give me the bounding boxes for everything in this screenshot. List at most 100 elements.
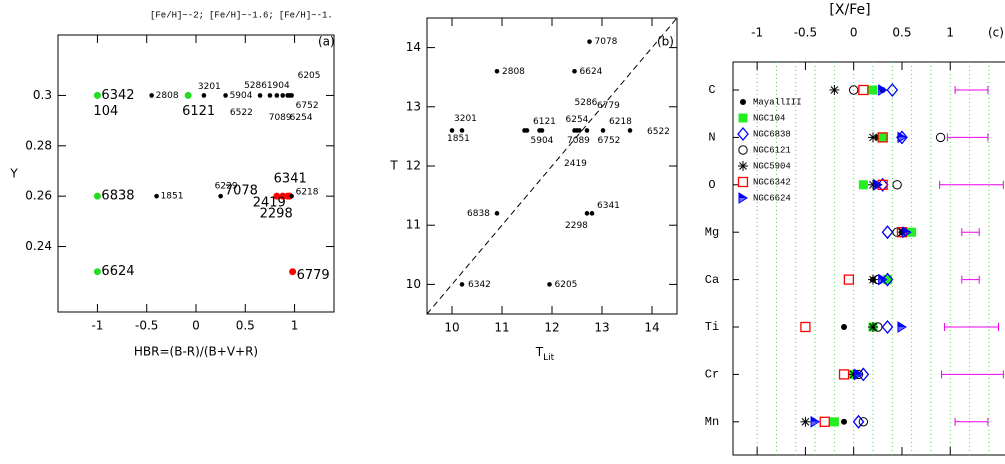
marker (737, 176, 749, 188)
y-tick-label: Ca (705, 273, 719, 287)
error-bar (939, 180, 1004, 189)
marker-part (869, 275, 877, 284)
point-label: 6205 (555, 280, 578, 290)
point-label: 1851 (447, 134, 470, 144)
marker (878, 132, 888, 142)
legend-label: [Fe/H]~-2; (150, 10, 204, 20)
x-tick-label: 0 (192, 319, 200, 333)
point-label: 5286 (575, 98, 598, 108)
point-label: 6752 (598, 136, 621, 146)
marker (892, 180, 902, 190)
point-label: 5904 (531, 136, 554, 146)
marker (829, 85, 840, 95)
y-tick-label: 0.3 (33, 88, 52, 102)
point (257, 93, 263, 98)
point-label: 6254 (290, 113, 313, 123)
point (627, 128, 633, 133)
y-tick-label: 10 (406, 277, 421, 291)
x-tick-label: 13 (594, 321, 609, 335)
marker-part (897, 132, 906, 138)
error-bar (954, 417, 989, 426)
marker (868, 322, 878, 332)
marker-part (841, 418, 848, 425)
point-label: 104 (93, 104, 118, 119)
marker-part (869, 323, 877, 331)
marker-part (811, 421, 820, 427)
marker (935, 132, 946, 143)
marker (841, 418, 848, 425)
marker (740, 99, 746, 105)
point-label: 5286 (244, 81, 267, 91)
point (93, 268, 101, 276)
marker-part (801, 417, 810, 426)
marker (881, 319, 894, 335)
marker (737, 126, 749, 142)
marker (738, 113, 748, 123)
point (584, 128, 590, 133)
point (201, 93, 207, 98)
y-tick-label: 0.24 (25, 239, 52, 253)
marker-part (800, 321, 811, 333)
point (279, 192, 287, 200)
marker-part (881, 319, 894, 335)
marker (841, 324, 848, 330)
x-tick-label: -1 (91, 319, 103, 333)
point (218, 193, 223, 199)
point-label: 6624 (101, 264, 134, 279)
marker (819, 416, 830, 427)
point-label: 2808 (156, 91, 179, 101)
marker (873, 178, 883, 191)
point (223, 93, 228, 98)
point-label: 2298 (565, 221, 588, 231)
point-label: 6341 (597, 201, 620, 211)
legend-label: NGC104 (753, 113, 785, 123)
marker-part (878, 279, 887, 285)
marker-part (858, 180, 868, 190)
y-tick-label: O (708, 178, 715, 192)
y-tick-label: 13 (406, 99, 421, 113)
x-tick-label: 10 (444, 321, 459, 335)
y-axis-label: T (389, 159, 398, 173)
x-tick-label: 1 (291, 319, 299, 333)
marker (852, 414, 865, 429)
point-label: 6342 (101, 88, 134, 103)
marker (829, 417, 839, 427)
x-tick-label: 0 (850, 26, 858, 40)
marker-part (897, 327, 906, 332)
marker-part (858, 84, 869, 96)
point (274, 93, 280, 98)
error-bar (943, 323, 1000, 331)
point (587, 39, 592, 44)
point-label: 6624 (580, 67, 603, 77)
marker (868, 85, 878, 95)
marker (854, 368, 864, 381)
point (572, 68, 577, 74)
marker-part (886, 82, 899, 98)
marker-part (739, 193, 747, 198)
marker (897, 131, 907, 144)
error-bar (961, 275, 980, 284)
point-label: 6341 (274, 172, 307, 187)
legend-label: NGC6838 (753, 129, 791, 139)
marker-part (738, 113, 748, 123)
marker-part (737, 176, 749, 188)
point (285, 93, 290, 98)
x-tick-label: 11 (494, 321, 509, 335)
marker-part (854, 369, 863, 375)
legend-label: NGC6121 (753, 145, 791, 155)
marker (858, 417, 869, 427)
y-tick-label: Ti (705, 320, 719, 334)
y-tick-label: 0.26 (25, 189, 52, 203)
marker (877, 132, 888, 143)
marker-part (739, 198, 747, 203)
point (273, 192, 281, 200)
marker-part (848, 85, 859, 95)
legend-label: [Fe/H]~-1. (279, 10, 333, 20)
point-label: 2808 (502, 67, 525, 77)
legend-label: MayallIII (753, 97, 802, 107)
y-tick-label: 11 (406, 218, 421, 232)
point-label: 6229 (215, 182, 238, 192)
point-label: 6838 (467, 209, 490, 219)
marker-part (858, 417, 869, 427)
